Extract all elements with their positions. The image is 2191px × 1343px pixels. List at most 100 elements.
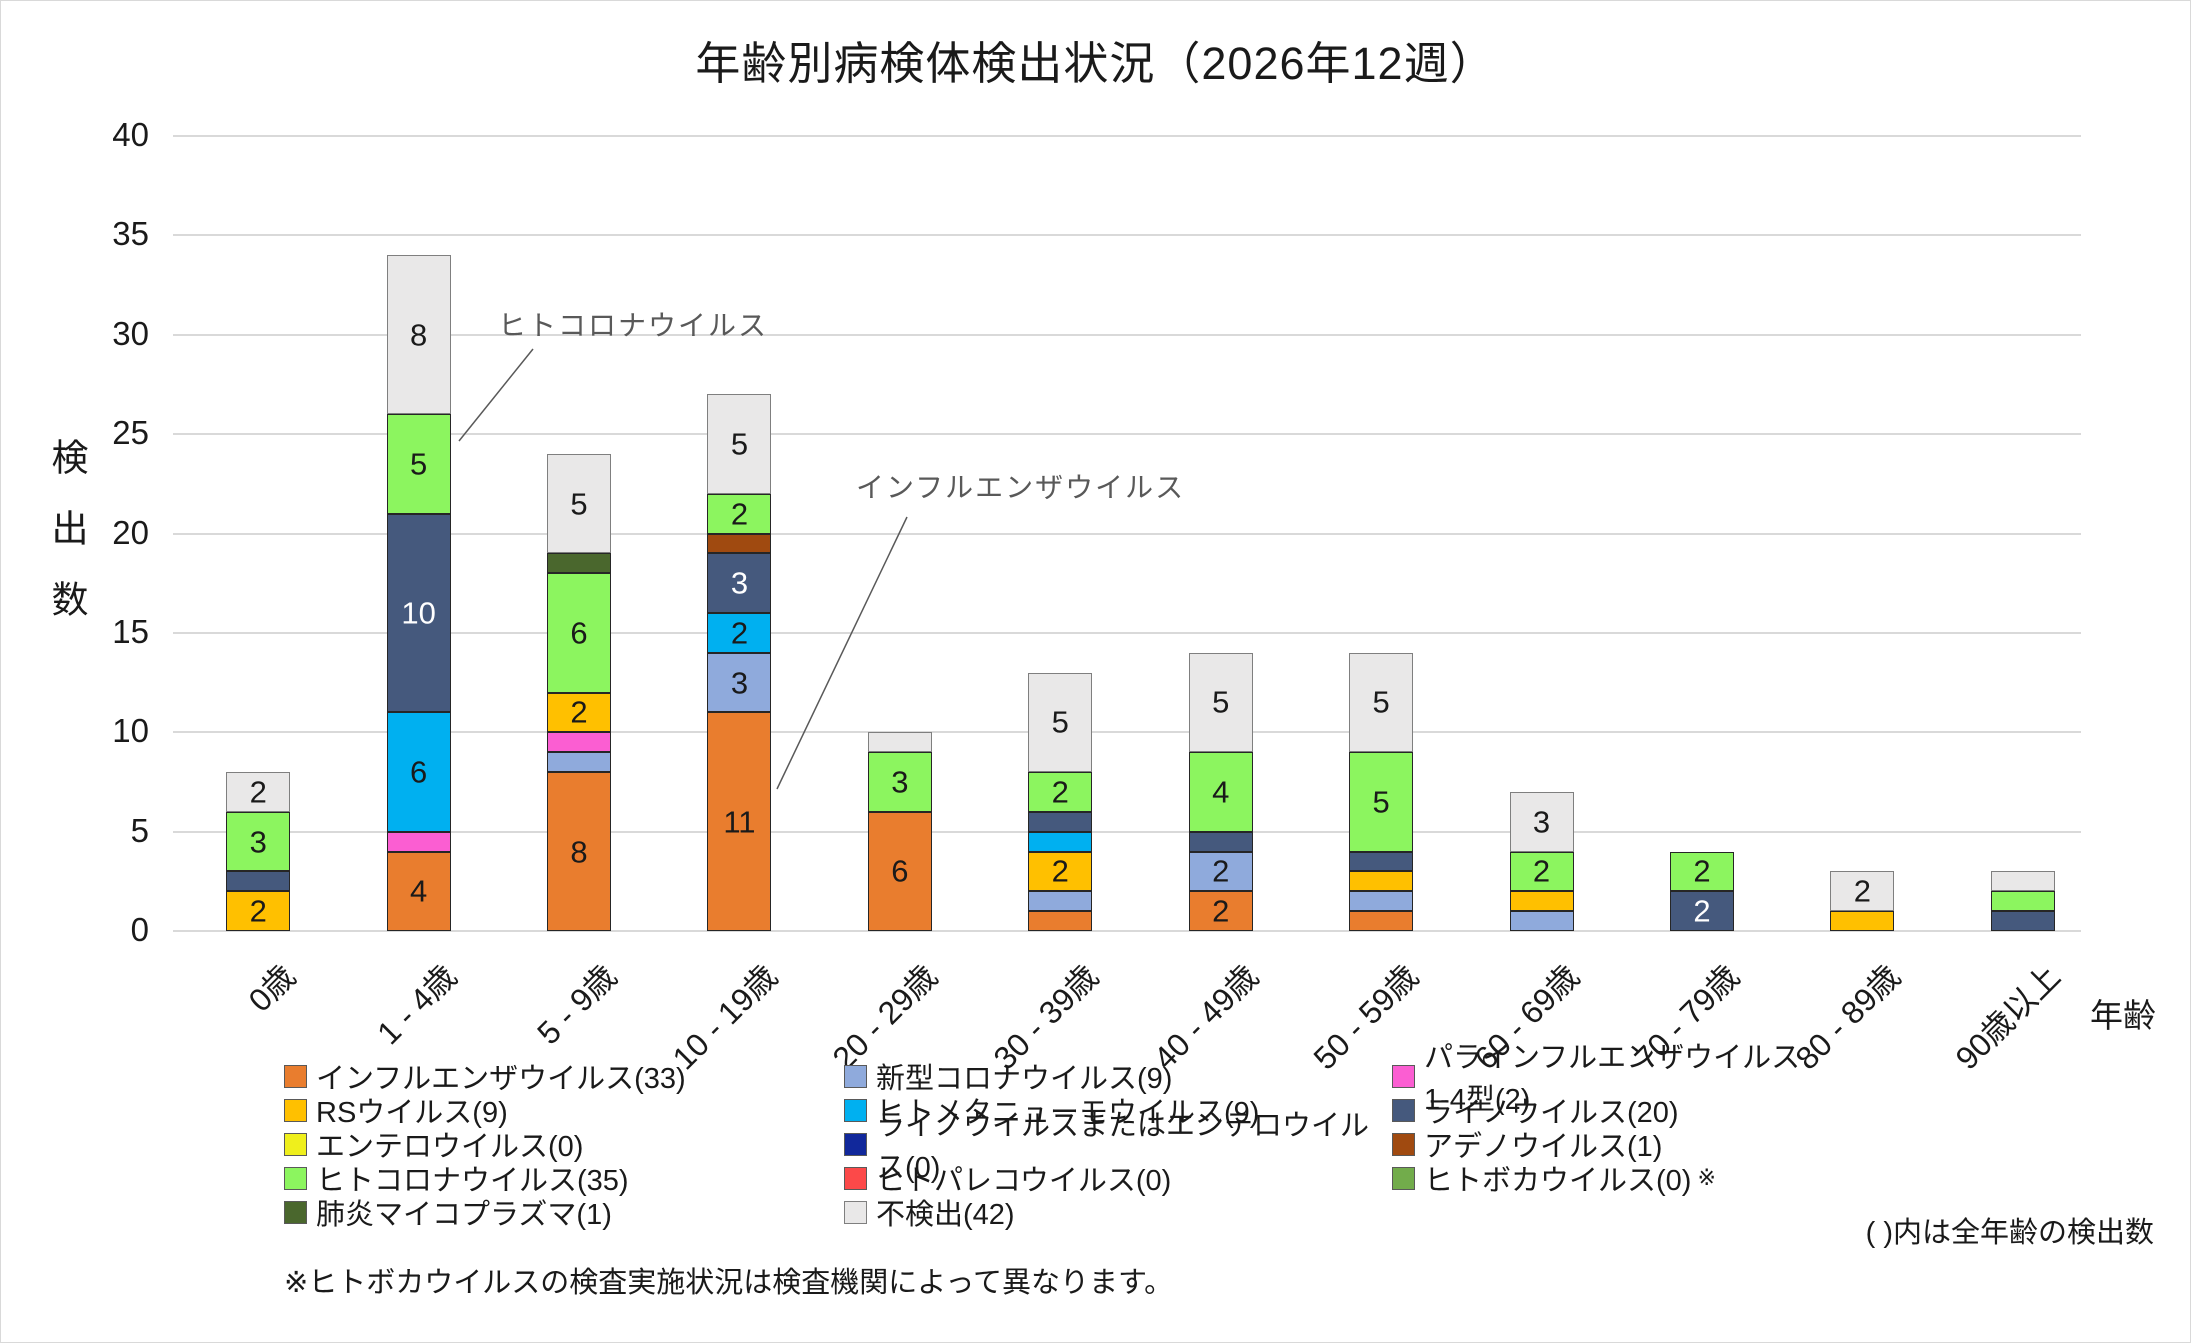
legend-label: パラインフルエンザウイルス1-4型(2) [1424, 1042, 1801, 1116]
bar-segment: 6 [386, 712, 451, 832]
legend-item: インフルエンザウイルス(33) [284, 1059, 844, 1095]
bar-segment: 3 [707, 652, 772, 713]
bar-segment-label: 2 [1693, 853, 1711, 889]
bar-segment: 3 [1509, 791, 1574, 852]
legend-swatch [844, 1098, 867, 1122]
legend-label: ヒトメタニューモウイルス(9) [876, 1097, 1260, 1129]
bar-segment-label: 2 [570, 694, 588, 730]
bar-segment-label: 2 [1212, 853, 1230, 889]
bar-segment [707, 533, 772, 554]
bar-segment-label: 5 [570, 486, 588, 522]
bar-segment-label: 2 [249, 774, 267, 810]
bar-segment-label: 3 [891, 764, 909, 800]
gridline [173, 433, 2081, 436]
legend-swatch [844, 1064, 867, 1088]
y-tick-label: 10 [112, 712, 149, 750]
bar-segment-label: 5 [410, 446, 428, 482]
bar-segment: 5 [386, 414, 451, 514]
bar-segment: 5 [547, 454, 612, 554]
bar-segment [1990, 911, 2055, 931]
bar-segment-label: 2 [730, 615, 749, 651]
bar-segment: 6 [867, 811, 932, 931]
gridline [173, 333, 2081, 336]
legend-swatch [284, 1166, 307, 1190]
legend-swatch [844, 1166, 867, 1190]
bar-segment-label: 4 [1212, 774, 1230, 810]
legend-label: RSウイルス(9) [316, 1097, 508, 1129]
bar-segment [1028, 811, 1093, 832]
bar-segment: 8 [547, 772, 612, 931]
bar-segment: 10 [386, 513, 451, 713]
bar-segment: 5 [1349, 752, 1414, 852]
legend-note: ( )内は全年齢の検出数 [1865, 1217, 2154, 1249]
legend-label: ヒトボカウイルス(0) [1424, 1165, 1692, 1197]
legend-item: 肺炎マイコプラズマ(1) [284, 1195, 844, 1231]
bar-segment-label: 2 [1051, 853, 1069, 889]
legend-swatch [1392, 1132, 1415, 1156]
bar-segment-label: 5 [1372, 684, 1390, 720]
bar-segment: 2 [1669, 891, 1734, 931]
bar-segment-label: 4 [410, 873, 428, 909]
bar-segment [226, 871, 291, 892]
bar-segment [1509, 891, 1574, 912]
bar-segment [1349, 871, 1414, 892]
x-tick-label: 5 - 9歳 [530, 957, 624, 1052]
bar-segment: 2 [1509, 851, 1574, 892]
bar-segment: 2 [226, 772, 291, 812]
bar-segment: 2 [1669, 851, 1734, 892]
legend-swatch [284, 1064, 307, 1088]
legend-item: ライノウイルス(20) [1392, 1093, 1804, 1129]
y-tick-label: 0 [130, 911, 149, 948]
legend-item: ヒトメタニューモウイルス(9) [844, 1093, 1392, 1129]
gridline [173, 532, 2081, 535]
legend-item: 新型コロナウイルス(9) [844, 1059, 1392, 1095]
bar-segment: 5 [1028, 672, 1093, 772]
bar-segment-label: 6 [570, 615, 588, 651]
bar-segment-label: 2 [730, 496, 749, 532]
legend-item: 不検出(42) [844, 1195, 1392, 1231]
y-tick-label: 15 [112, 612, 149, 650]
legend-swatch [284, 1200, 307, 1224]
x-axis-title: 年齢 [2090, 997, 2156, 1034]
bar-segment-label: 10 [401, 595, 436, 631]
bar-segment-label: 5 [730, 426, 749, 462]
legend-swatch [1392, 1098, 1415, 1122]
legend-label: アデノウイルス(1) [1424, 1131, 1663, 1163]
bar-segment: 2 [1188, 891, 1253, 931]
legend-item: ヒトコロナウイルス(35) [284, 1161, 844, 1197]
legend-swatch [844, 1132, 867, 1156]
bar-segment: 8 [386, 255, 451, 415]
bar-segment: 3 [226, 811, 291, 872]
annotation-label: ヒトコロナウイルス [498, 310, 769, 341]
bar-segment [1188, 831, 1253, 852]
legend-item: RSウイルス(9) [284, 1093, 844, 1129]
legend-label: ライノウイルスまたはエンテロウイルス(0) [876, 1110, 1370, 1184]
legend-label: 新型コロナウイルス(9) [876, 1063, 1173, 1095]
legend-label: 不検出(42) [876, 1199, 1015, 1231]
annotation-label: インフルエンザウイルス [856, 472, 1186, 503]
gridline [173, 135, 2081, 137]
legend-label: ヒトパレコウイルス(0) [876, 1165, 1172, 1197]
footnote: ※ヒトボカウイルスの検査実施状況は検査機関によって異なります。 [284, 1267, 1174, 1299]
x-tick-label: 90歳以上 [1948, 957, 2068, 1077]
bar-segment-label: 3 [730, 565, 749, 601]
bar-segment-label: 2 [1212, 893, 1230, 929]
bar-segment: 4 [1188, 752, 1253, 832]
chart-title: 年齢別病検体検出状況（2026年12週） [695, 38, 1496, 89]
legend-item: アデノウイルス(1) [1392, 1127, 1804, 1163]
bar-segment: 2 [707, 493, 772, 534]
bar-segment [1990, 891, 2055, 912]
bar-segment: 5 [1349, 652, 1414, 753]
y-tick-label: 20 [112, 513, 149, 551]
legend-item: パラインフルエンザウイルス1-4型(2) [1392, 1042, 1804, 1116]
bar-segment: 2 [226, 891, 291, 931]
bar-segment: 5 [707, 394, 772, 494]
legend-suffix: ※ [1697, 1165, 1716, 1190]
bar-segment: 5 [1188, 652, 1253, 753]
y-tick-label: 25 [112, 414, 149, 452]
legend-label: インフルエンザウイルス(33) [316, 1063, 686, 1095]
legend-label: ライノウイルス(20) [1424, 1097, 1679, 1129]
bar-segment-label: 8 [570, 834, 588, 869]
bar-segment-label: 5 [1212, 684, 1230, 720]
bar-segment [1349, 911, 1414, 931]
